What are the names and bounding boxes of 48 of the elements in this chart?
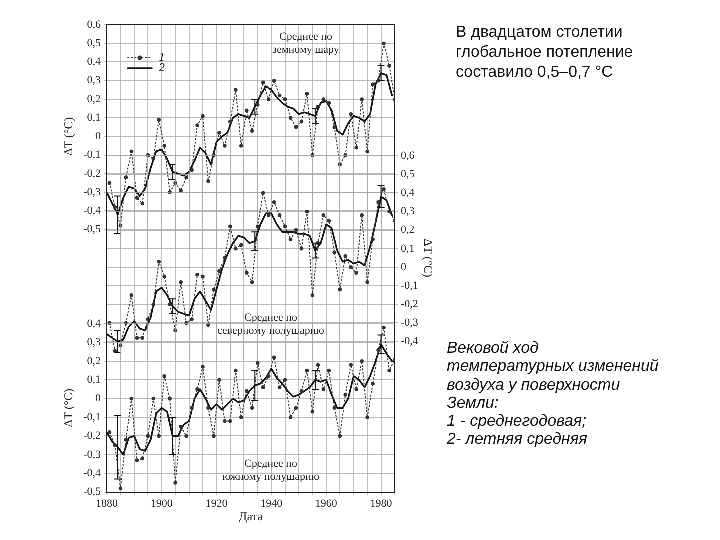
text: Вековой ход температурных изменений воздуха у поверхности Земли: 1 - среднегодовая; 2- летняя средняя [447, 340, 660, 450]
y2-tick-label: -0,3 [401, 317, 419, 330]
text: Среднее по северному полушарию [218, 312, 324, 338]
y2-tick-label: 0,3 [401, 206, 416, 218]
y-tick-label: -0,4 [84, 468, 102, 480]
text: Среднее по южному полушарию [222, 458, 320, 484]
y-tick-label: -0,5 [84, 486, 102, 498]
y-tick-label: -0,3 [84, 186, 102, 198]
y2-tick-label: -0,1 [401, 280, 418, 292]
x-tick-label: 1880 [96, 498, 118, 510]
y-tick-label: -0,5 [84, 224, 102, 236]
y-tick-label: 0,5 [87, 38, 102, 50]
y2-tick-label: 0,2 [401, 224, 415, 236]
y-tick-label: 0,2 [87, 355, 101, 368]
y2-tick-label: 0,4 [401, 186, 416, 199]
y2-tick-label: 0,6 [401, 150, 416, 162]
x-tick-label: 1900 [150, 498, 174, 510]
x-axis-title: Дата [239, 509, 264, 524]
y2-axis-title: ΔT (°C) [422, 238, 436, 278]
y-tick-label: 0,3 [87, 74, 102, 87]
y-tick-label: 0,6 [87, 18, 102, 31]
text: В двадцатом столетии глобальное потепление составило 0,5–0,7 °C [456, 23, 634, 83]
x-tick-label: 1960 [315, 498, 338, 510]
y-tick-label: 0,1 [87, 374, 101, 386]
y-tick-label: 0,2 [87, 93, 101, 106]
y-tick-label: -0,4 [84, 205, 102, 218]
y-tick-label: -0,1 [84, 412, 101, 424]
y-tick-label: 0,4 [87, 318, 102, 330]
y2-tick-label: -0,4 [401, 336, 419, 348]
y-tick-label: -0,3 [84, 448, 102, 461]
y-axis-title: ΔT (°C) [61, 389, 76, 428]
x-tick-label: 1940 [260, 498, 284, 510]
y-tick-label: -0,2 [84, 430, 101, 442]
y2-tick-label: 0 [401, 261, 407, 274]
y-tick-label: 0,4 [87, 56, 102, 68]
y-tick-label: -0,2 [84, 168, 101, 180]
x-tick-label: 1920 [206, 498, 228, 510]
y-tick-label: 0,3 [87, 336, 102, 349]
text: Среднее по земному шару [272, 31, 340, 57]
y-tick-label: -0,1 [84, 149, 101, 162]
y-axis-title: ΔT (°C) [61, 117, 76, 156]
y-tick-label: 0 [96, 392, 102, 405]
y2-tick-label: -0,2 [401, 298, 418, 310]
y-tick-label: 0 [96, 130, 102, 143]
y-tick-label: 0,1 [87, 112, 101, 124]
y2-tick-label: 0,5 [401, 168, 416, 180]
x-tick-label: 1980 [370, 498, 393, 510]
y2-tick-label: 0,1 [401, 242, 415, 255]
